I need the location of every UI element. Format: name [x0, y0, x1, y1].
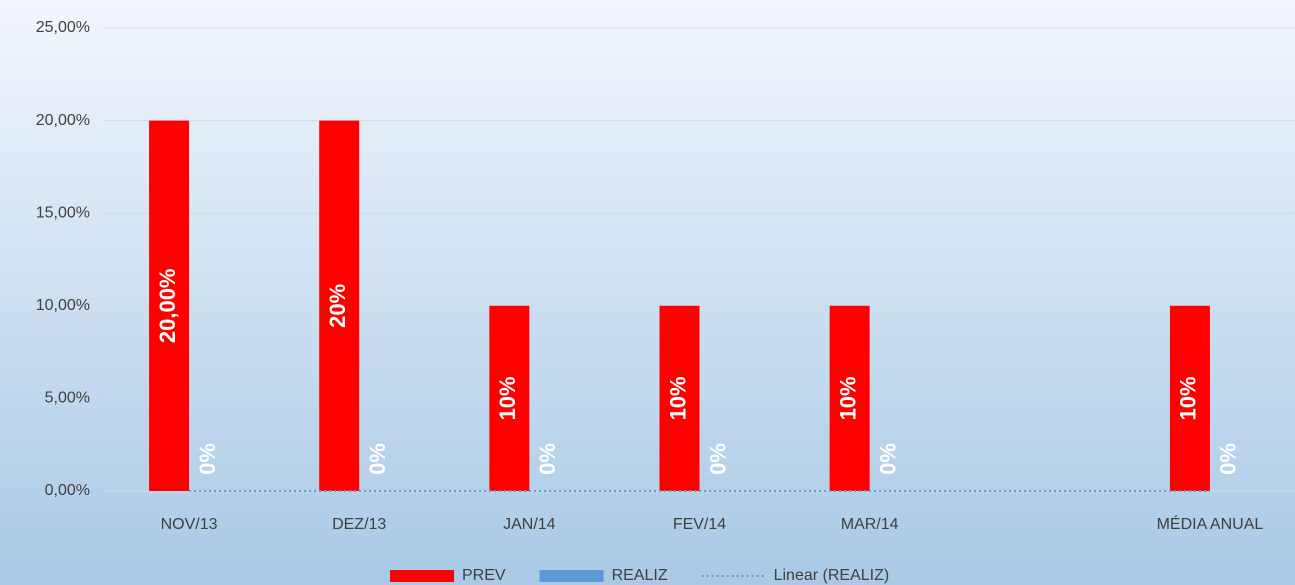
y-tick-label: 25,00%	[36, 19, 90, 36]
x-tick-label: MÉDIA ANUAL	[1157, 514, 1264, 533]
bar	[829, 305, 870, 491]
value-label: 20%	[325, 284, 350, 328]
value-label: 10%	[1176, 376, 1201, 420]
bar	[659, 305, 700, 491]
x-tick-label: FEV/14	[673, 516, 726, 533]
legend-label: PREV	[462, 567, 506, 584]
x-tick-label: MAR/14	[841, 516, 899, 533]
x-tick-label: JAN/14	[503, 516, 556, 533]
value-label: 0%	[195, 443, 220, 475]
legend-label: REALIZ	[612, 567, 668, 584]
y-tick-label: 5,00%	[45, 390, 90, 407]
value-label: 0%	[875, 443, 900, 475]
x-tick-label: NOV/13	[161, 516, 218, 533]
y-tick-label: 15,00%	[36, 204, 90, 221]
bar	[319, 120, 360, 491]
value-label: 10%	[495, 376, 520, 420]
value-label: 0%	[535, 443, 560, 475]
legend-swatch	[390, 570, 454, 582]
value-label: 10%	[835, 376, 860, 420]
y-tick-label: 0,00%	[45, 482, 90, 499]
value-label: 20,00%	[155, 268, 180, 343]
legend-label: Linear (REALIZ)	[774, 567, 890, 584]
bar	[489, 305, 530, 491]
value-label: 10%	[665, 376, 690, 420]
x-tick-label: DEZ/13	[332, 516, 386, 533]
y-tick-label: 20,00%	[36, 112, 90, 129]
value-label: 0%	[705, 443, 730, 475]
y-tick-label: 10,00%	[36, 297, 90, 314]
legend-swatch	[539, 570, 604, 582]
value-label: 0%	[1216, 443, 1241, 475]
value-label: 0%	[365, 443, 390, 475]
bar	[1169, 305, 1210, 491]
bar	[149, 120, 190, 491]
